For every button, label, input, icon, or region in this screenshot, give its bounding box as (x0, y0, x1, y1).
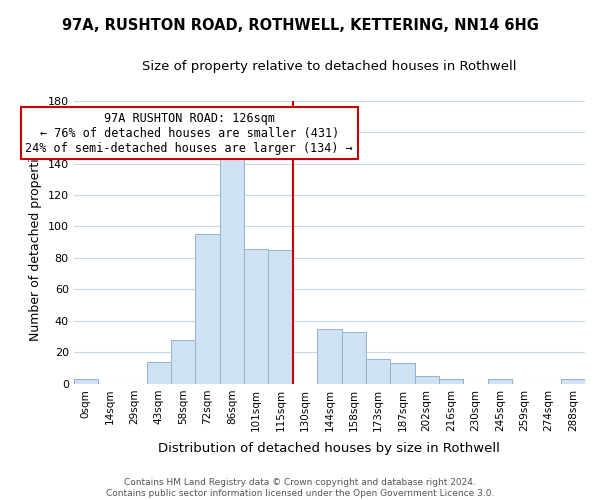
Bar (74, 379, 98, 384)
Bar (560, 379, 585, 384)
Bar (366, 358, 390, 384)
Bar (390, 364, 415, 384)
Bar (415, 376, 439, 384)
Bar (196, 234, 220, 384)
Bar (439, 379, 463, 384)
Bar (220, 152, 244, 384)
Title: Size of property relative to detached houses in Rothwell: Size of property relative to detached ho… (142, 60, 517, 73)
X-axis label: Distribution of detached houses by size in Rothwell: Distribution of detached houses by size … (158, 442, 500, 455)
Bar (341, 332, 366, 384)
Bar (268, 250, 293, 384)
Bar (171, 340, 196, 384)
Bar (317, 329, 341, 384)
Text: 97A RUSHTON ROAD: 126sqm
← 76% of detached houses are smaller (431)
24% of semi-: 97A RUSHTON ROAD: 126sqm ← 76% of detach… (25, 112, 353, 154)
Y-axis label: Number of detached properties: Number of detached properties (29, 144, 42, 340)
Text: 97A, RUSHTON ROAD, ROTHWELL, KETTERING, NN14 6HG: 97A, RUSHTON ROAD, ROTHWELL, KETTERING, … (62, 18, 538, 32)
Bar (147, 362, 171, 384)
Text: Contains HM Land Registry data © Crown copyright and database right 2024.
Contai: Contains HM Land Registry data © Crown c… (106, 478, 494, 498)
Bar (488, 379, 512, 384)
Bar (244, 248, 268, 384)
